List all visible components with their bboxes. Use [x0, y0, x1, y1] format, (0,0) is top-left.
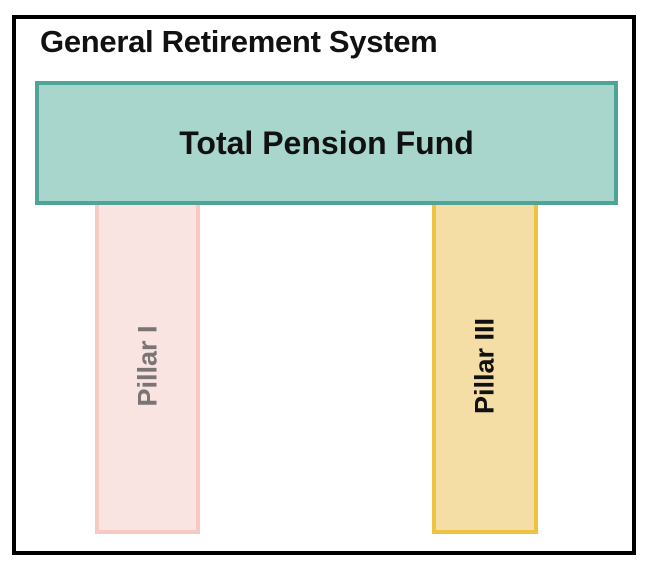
pillar-1-label: Pillar I: [132, 325, 162, 407]
total-pension-fund-label: Total Pension Fund: [179, 124, 474, 161]
total-pension-fund-block: Total Pension Fund: [35, 81, 618, 205]
pillar-3-block: Pillar III: [432, 198, 538, 534]
pillar-3-label: Pillar III: [469, 317, 500, 415]
diagram-title: General Retirement System: [40, 24, 438, 59]
pillar-1-block: Pillar I: [95, 198, 200, 534]
